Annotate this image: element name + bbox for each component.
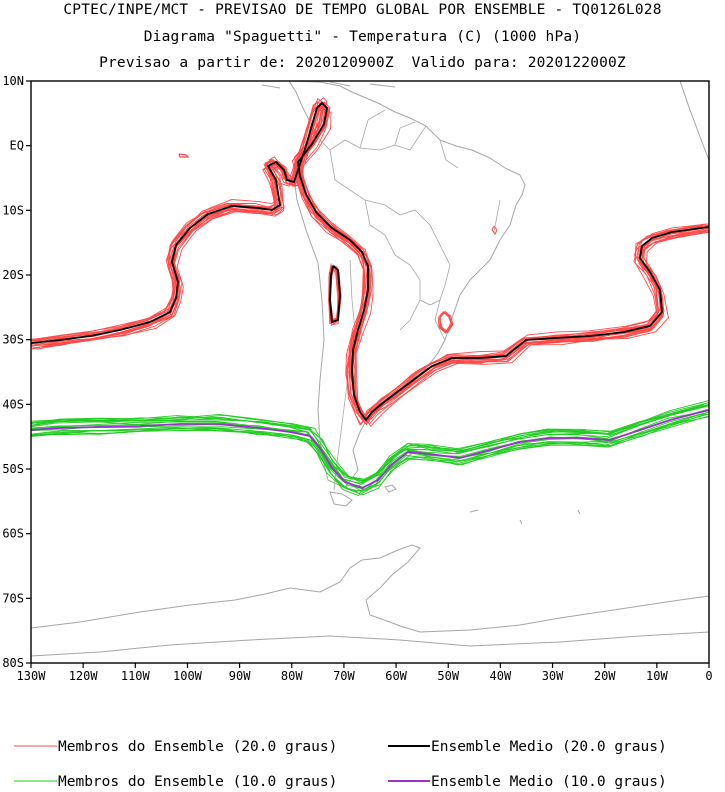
antarctic-inner-coast (31, 631, 709, 657)
lat-tick-label: 50S (2, 462, 24, 476)
lat-tick-label: 10S (2, 203, 24, 217)
lon-tick-label: 90W (229, 669, 251, 683)
mean-20-loop (329, 265, 341, 324)
member-10-line (31, 406, 706, 485)
member-10-line (31, 402, 709, 484)
legend: Membros do Ensemble (20.0 graus) Ensembl… (14, 739, 667, 790)
member-20-line (34, 104, 709, 423)
lat-tick-label: 70S (2, 591, 24, 605)
lat-tick-label: 10N (2, 74, 24, 88)
mean-20-contour (31, 101, 709, 422)
lat-tick-label: 80S (2, 656, 24, 670)
lon-tick-label: 20W (594, 669, 616, 683)
lon-tick-label: 130W (17, 669, 47, 683)
member-20-line (31, 104, 706, 426)
title-line-2: Diagrama "Spaguetti" - Temperatura (C) (… (143, 29, 582, 45)
lat-tick-label: 20S (2, 268, 24, 282)
lat-tick-label: 40S (2, 397, 24, 411)
member-10-line (31, 416, 709, 496)
lon-tick-label: 80W (281, 669, 303, 683)
lon-tick-label: 120W (69, 669, 99, 683)
contour-layers (31, 97, 709, 496)
south-america-coast (288, 81, 526, 489)
lon-tick-label: 110W (121, 669, 151, 683)
lat-tick-label: 60S (2, 527, 24, 541)
member-20-line (32, 97, 709, 418)
falkland-islands (384, 484, 397, 493)
member-20-line (31, 105, 709, 426)
member-20-line (36, 108, 709, 427)
lon-tick-label: 30W (542, 669, 564, 683)
lon-tick-label: 60W (385, 669, 407, 683)
longitude-axis: 130W 120W 110W 100W 90W 80W 70W 60W 50W 40W 30W 20W… (17, 663, 713, 683)
mean-20-line (31, 101, 709, 422)
member-10-line (31, 413, 709, 495)
member-20-blob (491, 225, 498, 235)
member-20-line (34, 108, 709, 425)
mean-10-contour (31, 409, 709, 489)
africa-coast (679, 81, 709, 161)
lat-tick-label: 30S (2, 333, 24, 347)
lon-tick-label: 100W (173, 669, 203, 683)
lon-tick-label: 40W (490, 669, 512, 683)
member-10-line (31, 404, 709, 481)
plot-frame (30, 80, 710, 664)
title-line-3: Previsao a partir de: 2020120900Z Valido… (99, 55, 626, 71)
lon-tick-label: 0 (705, 669, 712, 683)
south-sandwich (519, 509, 581, 525)
tierra-del-fuego (329, 491, 353, 507)
legend-label-mean-10: Ensemble Medio (10.0 graus) (431, 774, 667, 790)
member-20-blob (178, 153, 190, 158)
legend-label-member-10: Membros do Ensemble (10.0 graus) (58, 774, 337, 790)
member-20-loop (328, 265, 340, 323)
title-line-1: CPTEC/INPE/MCT - PREVISAO DE TEMPO GLOBA… (63, 2, 662, 18)
legend-label-member-20: Membros do Ensemble (20.0 graus) (58, 739, 337, 755)
lon-tick-label: 50W (437, 669, 459, 683)
lon-tick-label: 70W (333, 669, 355, 683)
country-borders (316, 109, 501, 491)
latitude-axis: 10N EQ 10S 20S 30S 40S 50S 60S 70S 80S (2, 74, 31, 670)
member-10-line (31, 404, 705, 484)
legend-label-mean-20: Ensemble Medio (20.0 graus) (431, 739, 667, 755)
antarctica-coast (31, 544, 709, 633)
members-20-contours (31, 97, 709, 427)
member-20-line (32, 101, 709, 421)
mean-10-line (31, 409, 709, 489)
lon-tick-label: 10W (646, 669, 668, 683)
member-10-line (31, 406, 705, 488)
member-20-loop (438, 311, 454, 333)
coastline (31, 81, 709, 657)
member-20-line (31, 105, 705, 426)
south-georgia (469, 509, 479, 513)
caribbean-islands (261, 81, 396, 89)
lat-tick-label: EQ (10, 139, 24, 153)
